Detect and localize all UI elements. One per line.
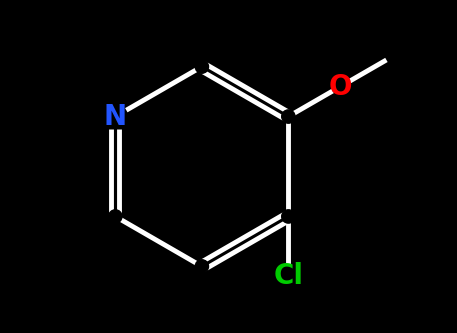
Circle shape: [105, 106, 126, 127]
Text: O: O: [329, 73, 352, 101]
Circle shape: [282, 110, 295, 123]
Text: Cl: Cl: [273, 262, 303, 290]
Text: N: N: [104, 103, 127, 131]
Circle shape: [195, 260, 208, 273]
Circle shape: [282, 210, 295, 223]
Circle shape: [332, 78, 349, 95]
Circle shape: [109, 210, 122, 223]
Circle shape: [278, 266, 299, 287]
Circle shape: [195, 60, 208, 73]
